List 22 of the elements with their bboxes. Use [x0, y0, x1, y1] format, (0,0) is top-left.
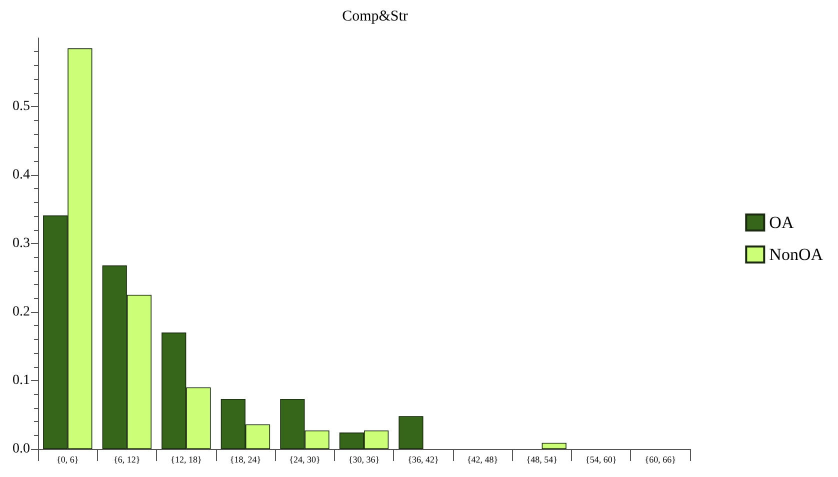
legend-label: NonOA: [769, 245, 824, 264]
x-tick-label: {30, 36}: [348, 454, 380, 464]
bar: [398, 416, 424, 449]
x-tick-label: {6, 12}: [114, 454, 140, 464]
x-tick-label: {60, 66}: [644, 454, 676, 464]
y-tick-label: 0.3: [12, 236, 30, 251]
chart-title: Comp&Str: [342, 8, 408, 24]
x-tick-label: {18, 24}: [230, 454, 262, 464]
legend-label: OA: [769, 213, 794, 232]
y-tick-label: 0.0: [12, 442, 30, 456]
y-tick-label: 0.1: [12, 373, 30, 388]
x-tick-label: {0, 6}: [56, 454, 79, 464]
x-tick-label: {48, 54}: [526, 454, 558, 464]
x-tick-label: {36, 42}: [408, 454, 439, 464]
y-tick-label: 0.2: [12, 304, 30, 320]
bar: [542, 442, 566, 449]
x-tick-label: {42, 48}: [466, 454, 498, 464]
x-tick-label: {12, 18}: [170, 454, 202, 464]
x-tick-label: {54, 60}: [586, 454, 617, 464]
y-tick-label: 0.5: [12, 99, 30, 114]
y-tick-label: 0.4: [12, 168, 30, 182]
x-tick-label: {24, 30}: [289, 454, 320, 464]
